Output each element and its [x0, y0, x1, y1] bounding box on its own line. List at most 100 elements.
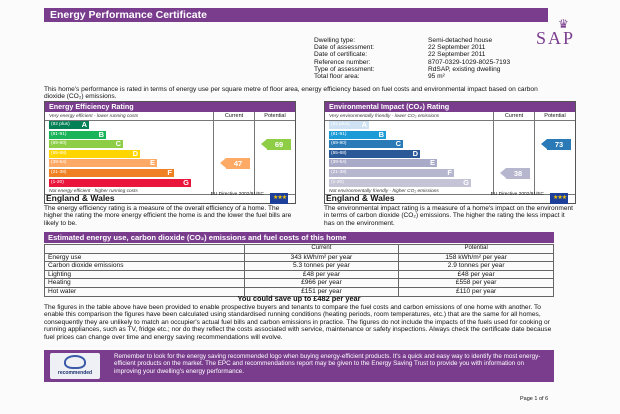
arrow-point-icon: [500, 167, 506, 178]
band-range: (81-91): [331, 131, 347, 137]
recommended-footer: recommended Remember to look for the ene…: [44, 350, 554, 382]
detail-value: 22 September 2011: [428, 44, 486, 52]
detail-row: Dwelling type: Semi-detached house: [314, 37, 554, 44]
band-grade: E: [149, 158, 155, 168]
crown-icon: ♛: [558, 17, 569, 31]
detail-label: Reference number:: [314, 58, 371, 66]
page-number: Page 1 of 6: [520, 396, 549, 402]
band-range: (1-20): [331, 179, 344, 185]
table-header-current: Current: [243, 244, 400, 254]
rating-band-c: (69-80) C: [329, 139, 403, 149]
current-rating-arrow-value: 47: [226, 157, 250, 169]
cost-potential: £558 per year: [398, 278, 554, 288]
band-range: (69-80): [51, 141, 67, 147]
table-header-blank: [44, 244, 245, 254]
rating-band-d: (55-68) D: [49, 149, 140, 158]
rating-band-g: (1-20) G: [49, 177, 191, 187]
efficiency-region: England & Wales: [46, 193, 115, 203]
energy-efficiency-panel: Energy Efficiency Rating Current Potenti…: [44, 101, 296, 204]
band-grade: G: [463, 177, 469, 187]
detail-value: 95 m²: [428, 73, 445, 81]
environment-region: England & Wales: [326, 193, 395, 203]
footer-text: Remember to look for the energy saving r…: [114, 353, 541, 375]
potential-rating-arrow: 73: [541, 138, 571, 150]
energy-efficiency-title: Energy Efficiency Rating: [45, 102, 295, 112]
property-details: Dwelling type: Semi-detached house Date of…: [314, 37, 554, 80]
cost-potential: £48 per year: [398, 269, 554, 280]
detail-row: Date of certificate: 22 September 2011: [314, 51, 554, 58]
detail-label: Date of assessment:: [314, 44, 375, 52]
table-header-row: Current Potential: [44, 244, 554, 254]
eu-flag-icon: ★★★: [550, 193, 568, 204]
cost-current: 343 kWh/m² per year: [243, 252, 400, 263]
rating-band-b: (81-91) B: [49, 129, 106, 139]
band-range: (39-54): [331, 160, 347, 166]
arrow-point-icon: [541, 138, 547, 149]
rating-band-e: (39-54) E: [49, 158, 157, 168]
detail-row: Reference number: 8707-0329-1029-8025-719…: [314, 59, 554, 66]
band-grade: G: [183, 177, 189, 187]
cost-potential: 2.9 tonnes per year: [398, 261, 554, 271]
arrow-point-icon: [220, 157, 226, 168]
cost-label: Carbon dioxide emissions: [44, 261, 245, 271]
intro-text: This home's performance is rated in term…: [44, 86, 538, 101]
band-range: (92 plus): [331, 122, 350, 127]
table-row: Carbon dioxide emissions 5.3 tonnes per y…: [44, 261, 554, 271]
current-rating-arrow: 38: [500, 167, 530, 179]
column-divider: [493, 112, 494, 194]
detail-row: Type of assessment: RdSAP, existing dwell…: [314, 66, 554, 73]
eu-flag-icon: ★★★: [270, 193, 288, 204]
estimated-costs-title: Estimated energy use, carbon dioxide (CO…: [44, 232, 554, 243]
bottom-scale-text: Not environmentally friendly - higher CO…: [329, 189, 439, 194]
band-range: (55-68): [51, 150, 67, 156]
top-scale-text: Very environmentally friendly - lower CO…: [329, 114, 440, 119]
cost-label: Energy use: [44, 252, 245, 263]
detail-value: RdSAP, existing dwelling: [428, 65, 501, 73]
band-grade: C: [395, 139, 401, 149]
band-range: (81-91): [51, 131, 67, 137]
table-row: Energy use 343 kWh/m² per year 158 kWh/m² …: [44, 252, 554, 263]
detail-label: Type of assessment:: [314, 65, 375, 73]
band-range: (39-54): [51, 160, 67, 166]
potential-column-header: Potential: [544, 113, 566, 119]
title-banner: Energy Performance Certificate: [44, 8, 548, 22]
detail-label: Total floor area:: [314, 73, 360, 81]
cost-current: £48 per year: [243, 269, 400, 280]
cost-current: £966 per year: [243, 278, 400, 288]
detail-label: Dwelling type:: [314, 37, 356, 44]
detail-label: Date of certificate:: [314, 51, 368, 59]
footer-divider: [45, 194, 295, 195]
sap-logo: ♛ SAP: [536, 18, 592, 48]
environmental-impact-title: Environmental Impact (CO₂) Rating: [325, 102, 575, 112]
rating-band-g: (1-20) G: [329, 177, 471, 187]
potential-rating-arrow-value: 73: [547, 138, 571, 150]
band-range: (55-68): [331, 150, 347, 156]
savings-text: You could save up to £482 per year: [237, 294, 361, 303]
environment-eu-directive: EU Directive 2002/91/EC: [490, 192, 544, 197]
table-row: Lighting £48 per year £48 per year: [44, 269, 554, 280]
table-row: Hot water £151 per year £110 per year: [44, 286, 554, 297]
environmental-impact-panel: Environmental Impact (CO₂) Rating Curren…: [324, 101, 576, 204]
band-range: (1-20): [51, 179, 64, 185]
certificate-title: Energy Performance Certificate: [50, 9, 207, 21]
recommended-logo-text: recommended: [57, 370, 93, 376]
band-grade: A: [81, 120, 87, 129]
band-grade: B: [98, 129, 104, 139]
current-column-header: Current: [504, 113, 524, 119]
detail-row: Total floor area: 95 m²: [314, 73, 554, 80]
rating-band-a: (92 plus) A: [329, 121, 369, 129]
rating-band-a: (92 plus) A: [49, 121, 89, 129]
band-range: (69-80): [331, 141, 347, 147]
footer-divider: [325, 194, 575, 195]
column-divider: [534, 112, 535, 194]
cost-label: Lighting: [44, 269, 245, 280]
cost-label: Heating: [44, 278, 245, 288]
detail-row: Date of assessment: 22 September 2011: [314, 44, 554, 51]
current-rating-arrow-value: 38: [506, 167, 530, 179]
environment-description: The environmental impact rating is a mea…: [324, 205, 574, 227]
bottom-scale-text: Not energy efficient - higher running co…: [49, 189, 138, 194]
rating-band-c: (69-80) C: [49, 140, 123, 149]
header-divider: [45, 120, 295, 121]
rating-band-e: (39-54) E: [329, 159, 437, 168]
